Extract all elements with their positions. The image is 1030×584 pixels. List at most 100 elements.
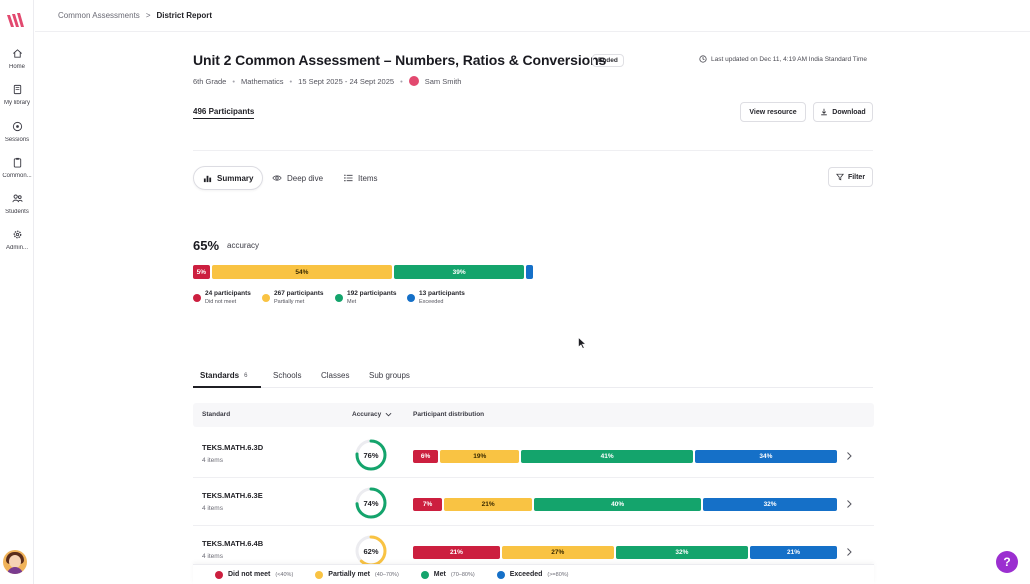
download-label: Download — [832, 108, 866, 116]
table-row[interactable]: TEKS.MATH.6.4B 4 items 62% 21% 27% 32% 21% — [193, 526, 874, 567]
distribution-segment-met[interactable]: 40% — [534, 498, 702, 511]
bar-chart-icon — [203, 175, 212, 182]
tab-summary[interactable]: Summary — [193, 166, 264, 190]
tab-schools[interactable]: Schools — [273, 371, 301, 380]
grade: 6th Grade — [193, 76, 227, 86]
breadcrumb-parent-link[interactable]: Common Assessments — [58, 11, 140, 20]
distribution-segment-did-not-meet[interactable]: 5% — [193, 265, 210, 279]
standard-items: 4 items — [202, 505, 223, 512]
table-row[interactable]: TEKS.MATH.6.3D 4 items 76% 6% 19% 41% 34% — [193, 430, 874, 478]
distribution-segment-partially-met[interactable]: 27% — [501, 546, 614, 559]
distribution-segment-exceeded[interactable] — [526, 265, 533, 279]
standards-count-badge: 6 — [244, 372, 248, 379]
page-title: Unit 2 Common Assessment – Numbers, Rati… — [193, 52, 607, 68]
legend-exceeded: 13 participants Exceeded — [407, 290, 465, 305]
distribution-segment-exceeded[interactable]: 32% — [703, 498, 837, 511]
last-updated-text: Last updated on Dec 11, 4:19 AM India St… — [711, 55, 867, 63]
help-button[interactable]: ? — [996, 551, 1018, 573]
distribution-segment-met[interactable]: 39% — [394, 265, 525, 279]
distribution-segment-met[interactable]: 41% — [521, 450, 693, 463]
view-resource-button[interactable]: View resource — [740, 102, 806, 122]
footer-legend-met: Met (70–80%) — [420, 570, 475, 579]
tab-classes-label: Classes — [321, 371, 350, 380]
accuracy-label: accuracy — [227, 241, 260, 250]
view-resource-label: View resource — [749, 108, 797, 116]
table-row[interactable]: TEKS.MATH.6.3E 4 items 74% 7% 21% 40% 32% — [193, 478, 874, 526]
legend-dot — [315, 570, 324, 579]
legend-name: Exceeded — [419, 299, 444, 305]
sidebar-item-common-assessments[interactable]: Common... — [0, 157, 34, 179]
standard-items: 4 items — [202, 457, 223, 464]
distribution-segment-exceeded[interactable]: 34% — [694, 450, 837, 463]
list-icon — [344, 174, 353, 182]
legend-partially-met: 267 participants Partially met — [262, 290, 324, 305]
mouse-cursor-icon — [578, 337, 586, 349]
distribution-segment-exceeded[interactable]: 21% — [750, 546, 837, 559]
user-avatar[interactable] — [3, 550, 27, 574]
tab-sub-groups[interactable]: Sub groups — [369, 371, 410, 380]
legend-range: (<40%) — [275, 571, 294, 578]
library-icon — [13, 84, 21, 95]
footer-legend-exceeded: Exceeded (>=80%) — [496, 570, 569, 579]
row-distribution-bar: 7% 21% 40% 32% — [413, 498, 837, 511]
sidebar-item-home[interactable]: Home — [0, 48, 34, 70]
home-icon — [12, 49, 22, 58]
legend-dot — [496, 570, 505, 579]
overall-distribution-bar: 5% 54% 39% — [193, 265, 533, 279]
breadcrumb: Common Assessments > District Report — [58, 11, 212, 20]
distribution-segment-did-not-meet[interactable]: 6% — [413, 450, 439, 463]
sidebar-item-my-library[interactable]: My library — [0, 84, 34, 106]
legend-count: 24 participants — [205, 290, 251, 297]
tab-deep-dive-label: Deep dive — [287, 173, 324, 183]
students-icon — [11, 194, 23, 203]
download-button[interactable]: Download — [813, 102, 873, 122]
meta-separator: • — [400, 76, 403, 86]
sidebar-item-admin[interactable]: Admin... — [0, 229, 34, 251]
sidebar-item-label: My library — [3, 100, 30, 106]
breadcrumb-current: District Report — [156, 11, 213, 20]
active-tab-underline — [193, 386, 261, 388]
brand-logo-icon[interactable] — [6, 11, 26, 29]
col-accuracy-sort[interactable]: Accuracy — [352, 411, 392, 418]
accuracy-value: 74% — [363, 498, 379, 508]
distribution-segment-partially-met[interactable]: 21% — [444, 498, 533, 511]
sidebar-item-label: Common... — [2, 173, 32, 179]
accuracy-value: 65% — [193, 238, 220, 253]
tab-classes[interactable]: Classes — [321, 371, 349, 380]
legend-dot — [262, 294, 270, 302]
tab-standards[interactable]: Standards 6 — [200, 371, 247, 380]
teacher-name: Sam Smith — [424, 76, 462, 86]
participants-count[interactable]: 496 Participants — [193, 107, 255, 119]
distribution-segment-partially-met[interactable]: 19% — [440, 450, 520, 463]
legend-dot — [407, 294, 415, 302]
distribution-segment-met[interactable]: 32% — [615, 546, 749, 559]
sidebar-item-sessions[interactable]: Sessions — [0, 121, 34, 143]
standard-name: TEKS.MATH.6.3E — [202, 491, 263, 500]
legend-name: Partially met — [274, 299, 305, 305]
legend-dot — [335, 294, 343, 302]
distribution-segment-partially-met[interactable]: 54% — [211, 265, 393, 279]
chevron-right-icon[interactable] — [845, 451, 853, 461]
status-badge: Ended — [592, 54, 624, 67]
sidebar-item-label: Sessions — [4, 137, 30, 143]
divider — [35, 31, 1030, 32]
legend-count: 13 participants — [419, 290, 465, 297]
distribution-segment-did-not-meet[interactable]: 7% — [413, 498, 443, 511]
clipboard-icon — [13, 157, 21, 168]
tab-schools-label: Schools — [273, 371, 302, 380]
clock-icon — [699, 55, 707, 63]
tab-items[interactable]: Items — [335, 166, 387, 190]
chevron-down-icon — [385, 412, 392, 417]
sidebar-item-students[interactable]: Students — [0, 193, 34, 215]
distribution-segment-did-not-meet[interactable]: 21% — [413, 546, 500, 559]
filter-button[interactable]: Filter — [828, 167, 873, 187]
breadcrumb-separator: > — [145, 11, 151, 20]
legend-name: Met — [433, 571, 446, 578]
legend-name: Did not meet — [228, 571, 271, 578]
tab-deep-dive[interactable]: Deep dive — [263, 166, 332, 190]
sidebar-item-label: Students — [5, 209, 29, 215]
chevron-right-icon[interactable] — [845, 499, 853, 509]
tab-standards-label: Standards — [200, 371, 240, 380]
filter-label: Filter — [847, 173, 866, 181]
chevron-right-icon[interactable] — [845, 547, 853, 557]
